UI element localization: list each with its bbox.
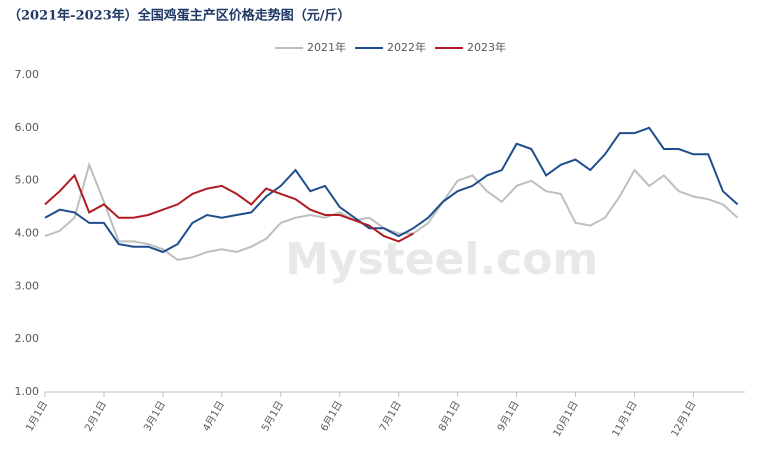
- chart-title: （2021年-2023年）全国鸡蛋主产区价格走势图（元/斤）: [8, 8, 351, 24]
- line-series: [44, 126, 739, 254]
- x-tick-label: 10月1日: [551, 399, 581, 439]
- y-tick-label: 3.00: [15, 279, 40, 292]
- watermark: Mysteel.com: [285, 234, 598, 285]
- legend-label: 2022年: [387, 40, 426, 54]
- y-tick-label: 1.00: [15, 385, 40, 398]
- legend-label: 2023年: [467, 40, 506, 54]
- x-tick-label: 7月1日: [377, 399, 404, 433]
- x-tick-label: 2月1日: [82, 399, 109, 433]
- y-tick-label: 2.00: [15, 332, 40, 345]
- x-tick-label: 9月1日: [495, 399, 522, 433]
- legend-label: 2021年: [307, 40, 346, 54]
- y-tick-label: 7.00: [15, 68, 40, 81]
- x-tick-label: 1月1日: [23, 399, 50, 433]
- x-tick-label: 8月1日: [436, 399, 463, 433]
- y-tick-label: 5.00: [15, 174, 40, 187]
- y-tick-label: 6.00: [15, 121, 40, 134]
- x-tick-label: 11月1日: [610, 399, 640, 439]
- y-tick-label: 4.00: [15, 227, 40, 240]
- line-series: [44, 173, 414, 243]
- line-series: [44, 161, 739, 261]
- x-tick-label: 3月1日: [141, 399, 168, 433]
- x-tick-label: 5月1日: [259, 399, 286, 433]
- x-tick-label: 12月1日: [669, 399, 699, 439]
- x-tick-label: 4月1日: [200, 399, 227, 433]
- x-tick-label: 6月1日: [318, 399, 345, 433]
